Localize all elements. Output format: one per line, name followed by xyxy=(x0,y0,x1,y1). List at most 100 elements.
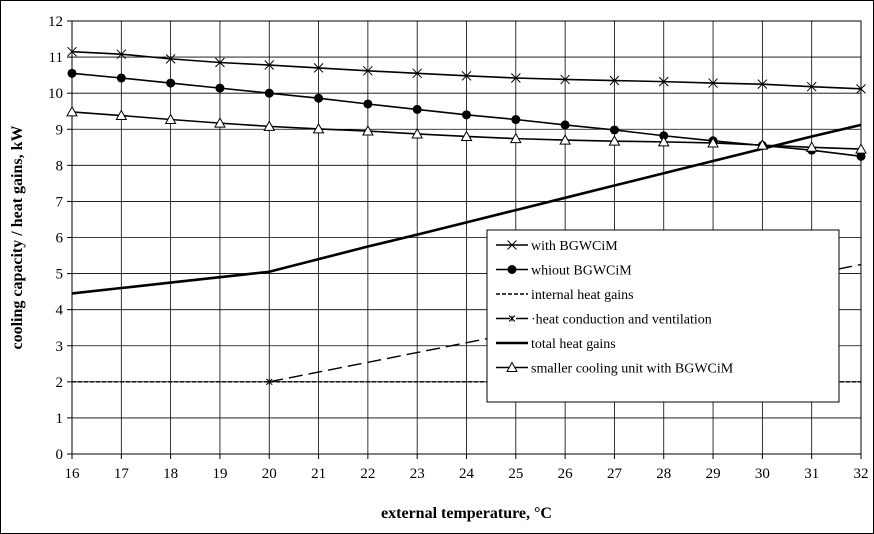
marker-x xyxy=(658,76,669,87)
x-tick-label: 26 xyxy=(558,466,574,482)
legend-box xyxy=(486,229,840,403)
marker-triangle xyxy=(460,130,473,141)
marker-x xyxy=(757,79,768,89)
x-tick-label: 25 xyxy=(508,466,523,482)
x-tick-label: 31 xyxy=(804,466,819,482)
legend-label: smaller cooling unit with BGWCiM xyxy=(531,362,734,377)
legend-label: whiout BGWCiM xyxy=(531,264,632,279)
marker-triangle xyxy=(509,132,522,144)
y-tick-label: 0 xyxy=(56,447,64,463)
x-tick-label: 17 xyxy=(114,466,130,482)
legend-label: internal heat gains xyxy=(531,288,634,303)
marker-x xyxy=(806,81,817,92)
marker-triangle xyxy=(115,109,128,121)
legend-item: with BGWCiM xyxy=(496,239,618,254)
marker-circle xyxy=(363,99,373,109)
marker-circle xyxy=(314,93,324,103)
y-tick-label: 6 xyxy=(56,231,64,247)
y-tick-label: 7 xyxy=(56,194,64,210)
marker-triangle xyxy=(506,361,518,372)
series-0 xyxy=(67,46,866,94)
marker-triangle xyxy=(608,135,621,146)
series-group xyxy=(66,46,867,386)
x-tick-label: 19 xyxy=(212,466,227,482)
series-5 xyxy=(66,105,867,154)
x-tick-label: 30 xyxy=(755,466,770,482)
marker-circle xyxy=(511,115,521,125)
x-axis: 16 17 18 19 20 21 22 23 24 25 26 27 28 29 30 31 32 xyxy=(65,454,869,482)
marker-x xyxy=(363,65,373,76)
y-tick-label: 5 xyxy=(56,267,64,283)
marker-triangle xyxy=(263,120,276,131)
marker-triangle xyxy=(559,134,571,145)
marker-triangle xyxy=(855,143,867,154)
marker-x xyxy=(412,68,423,79)
x-tick-label: 23 xyxy=(410,466,425,482)
x-tick-label: 20 xyxy=(262,466,277,482)
legend: with BGWCiM whiout BGWCiM internal heat ga… xyxy=(486,229,840,403)
marker-circle xyxy=(166,78,176,88)
marker-x xyxy=(165,54,176,64)
x-axis-title: external temperature, °C xyxy=(381,505,552,522)
y-tick-label: 11 xyxy=(49,50,63,66)
marker-x xyxy=(609,75,620,86)
marker-circle xyxy=(507,265,517,274)
marker-triangle xyxy=(66,105,78,117)
legend-item: whiout BGWCiM xyxy=(496,264,632,279)
y-tick-label: 12 xyxy=(48,14,63,30)
marker-x xyxy=(461,70,472,81)
marker-x xyxy=(708,78,718,88)
marker-triangle xyxy=(362,125,374,136)
marker-circle xyxy=(116,73,126,83)
marker-star xyxy=(265,378,273,386)
marker-triangle xyxy=(707,136,719,148)
marker-circle xyxy=(560,120,570,130)
legend-item: total heat gains xyxy=(496,337,616,352)
x-tick-label: 29 xyxy=(706,466,721,482)
x-tick-label: 22 xyxy=(360,466,375,482)
marker-triangle xyxy=(312,122,325,134)
marker-x xyxy=(215,57,225,68)
series-4 xyxy=(71,123,862,295)
x-tick-label: 21 xyxy=(311,466,326,482)
y-tick-label: 8 xyxy=(56,158,64,174)
marker-triangle xyxy=(805,141,818,152)
marker-triangle xyxy=(214,117,226,128)
y-tick-label: 4 xyxy=(56,303,64,319)
legend-item: internal heat gains xyxy=(496,288,634,303)
legend-label: with BGWCiM xyxy=(531,239,618,254)
x-tick-label: 28 xyxy=(656,466,671,482)
marker-x xyxy=(67,46,77,57)
x-tick-label: 32 xyxy=(854,466,869,482)
marker-triangle xyxy=(756,139,769,150)
series-line xyxy=(71,123,862,295)
marker-circle xyxy=(215,83,225,93)
legend-item: ·heat conduction and ventilation xyxy=(496,313,712,328)
marker-triangle xyxy=(164,113,177,125)
y-tick-label: 1 xyxy=(56,411,64,427)
marker-x xyxy=(560,74,570,85)
marker-circle xyxy=(609,125,619,135)
x-tick-label: 27 xyxy=(607,466,623,482)
legend-label: total heat gains xyxy=(531,337,616,352)
marker-triangle xyxy=(411,127,424,139)
marker-x xyxy=(313,63,324,73)
x-tick-label: 16 xyxy=(65,466,81,482)
marker-x xyxy=(264,60,275,70)
marker-x xyxy=(507,240,517,250)
marker-x xyxy=(116,49,127,60)
marker-x xyxy=(510,73,521,83)
x-tick-label: 18 xyxy=(163,466,178,482)
marker-circle xyxy=(659,131,669,141)
y-tick-label: 9 xyxy=(56,122,64,138)
marker-circle xyxy=(67,68,77,78)
marker-triangle xyxy=(657,135,670,147)
marker-star xyxy=(508,315,516,322)
y-tick-label: 2 xyxy=(56,375,64,391)
legend-item: smaller cooling unit with BGWCiM xyxy=(496,361,734,377)
y-tick-label: 3 xyxy=(56,339,64,355)
y-tick-label: 10 xyxy=(48,86,63,102)
marker-circle xyxy=(264,88,274,98)
